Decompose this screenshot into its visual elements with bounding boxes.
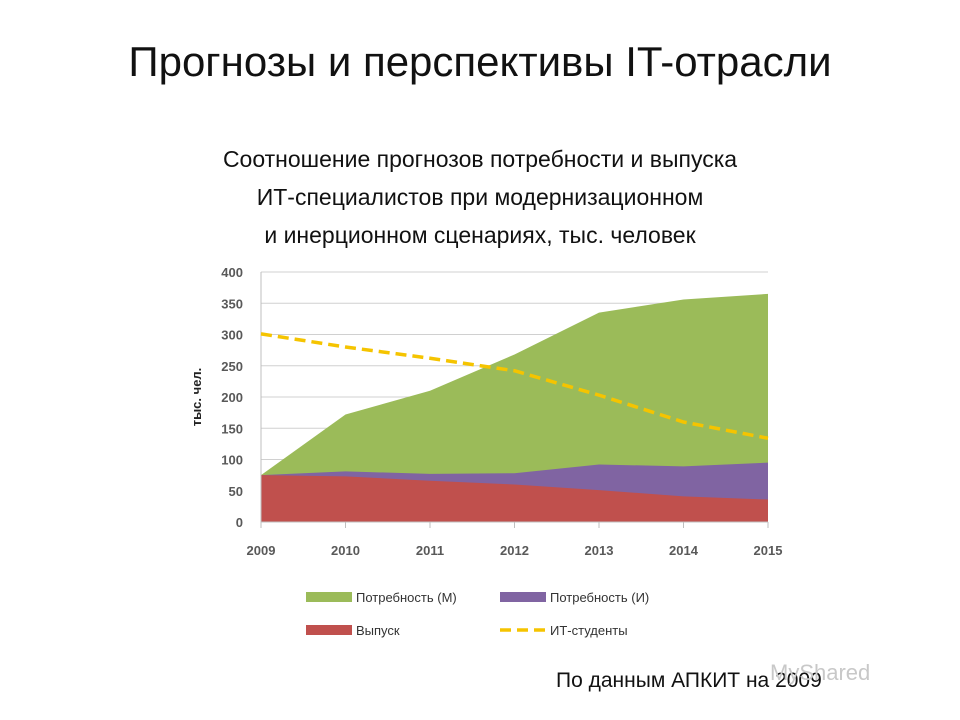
legend-swatch [306,625,352,635]
y-tick-label: 300 [221,328,243,343]
x-tick-label: 2013 [585,543,614,558]
legend-label: Потребность (М) [356,590,457,605]
y-tick-label: 100 [221,453,243,468]
legend-swatch [500,592,546,602]
x-tick-label: 2012 [500,543,529,558]
line-series [260,332,769,440]
y-tick-label: 200 [221,390,243,405]
subtitle-line: и инерционном сценариях, тыс. человек [264,222,696,248]
y-tick-label: 0 [236,515,243,530]
y-tick-label: 350 [221,296,243,311]
legend-label: ИТ-студенты [550,623,628,638]
legend-swatch [306,592,352,602]
x-tick-label: 2014 [669,543,699,558]
legend-label: Выпуск [356,623,400,638]
x-tick-label: 2010 [331,543,360,558]
legend-item: Потребность (М) [306,590,457,605]
y-axis-label: тыс. чел. [189,368,204,427]
source-note: По данным АПКИТ на 2009 [556,669,822,692]
y-tick-label: 400 [221,265,243,280]
y-tick-label: 150 [221,421,243,436]
area-series [261,475,768,522]
x-tick-label: 2011 [416,543,444,558]
subtitle-line: Соотношение прогнозов потребности и выпу… [222,146,738,172]
x-tick-label: 2009 [247,543,276,558]
slide-title: Прогнозы и перспективы IT-отрасли [128,38,832,85]
legend-label: Потребность (И) [550,590,649,605]
watermark: MyShared [770,660,871,685]
y-tick-label: 250 [221,359,243,374]
area-series [261,293,768,522]
x-tick-label: 2015 [754,543,783,558]
y-tick-label: 50 [229,484,243,499]
legend-item: Выпуск [306,623,400,638]
legend-item: Потребность (И) [500,590,649,605]
chart-subtitle: Соотношение прогнозов потребности и выпу… [100,140,860,254]
subtitle-line: ИТ-специалистов при модернизационном [256,184,704,210]
legend-item: ИТ-студенты [500,623,628,638]
